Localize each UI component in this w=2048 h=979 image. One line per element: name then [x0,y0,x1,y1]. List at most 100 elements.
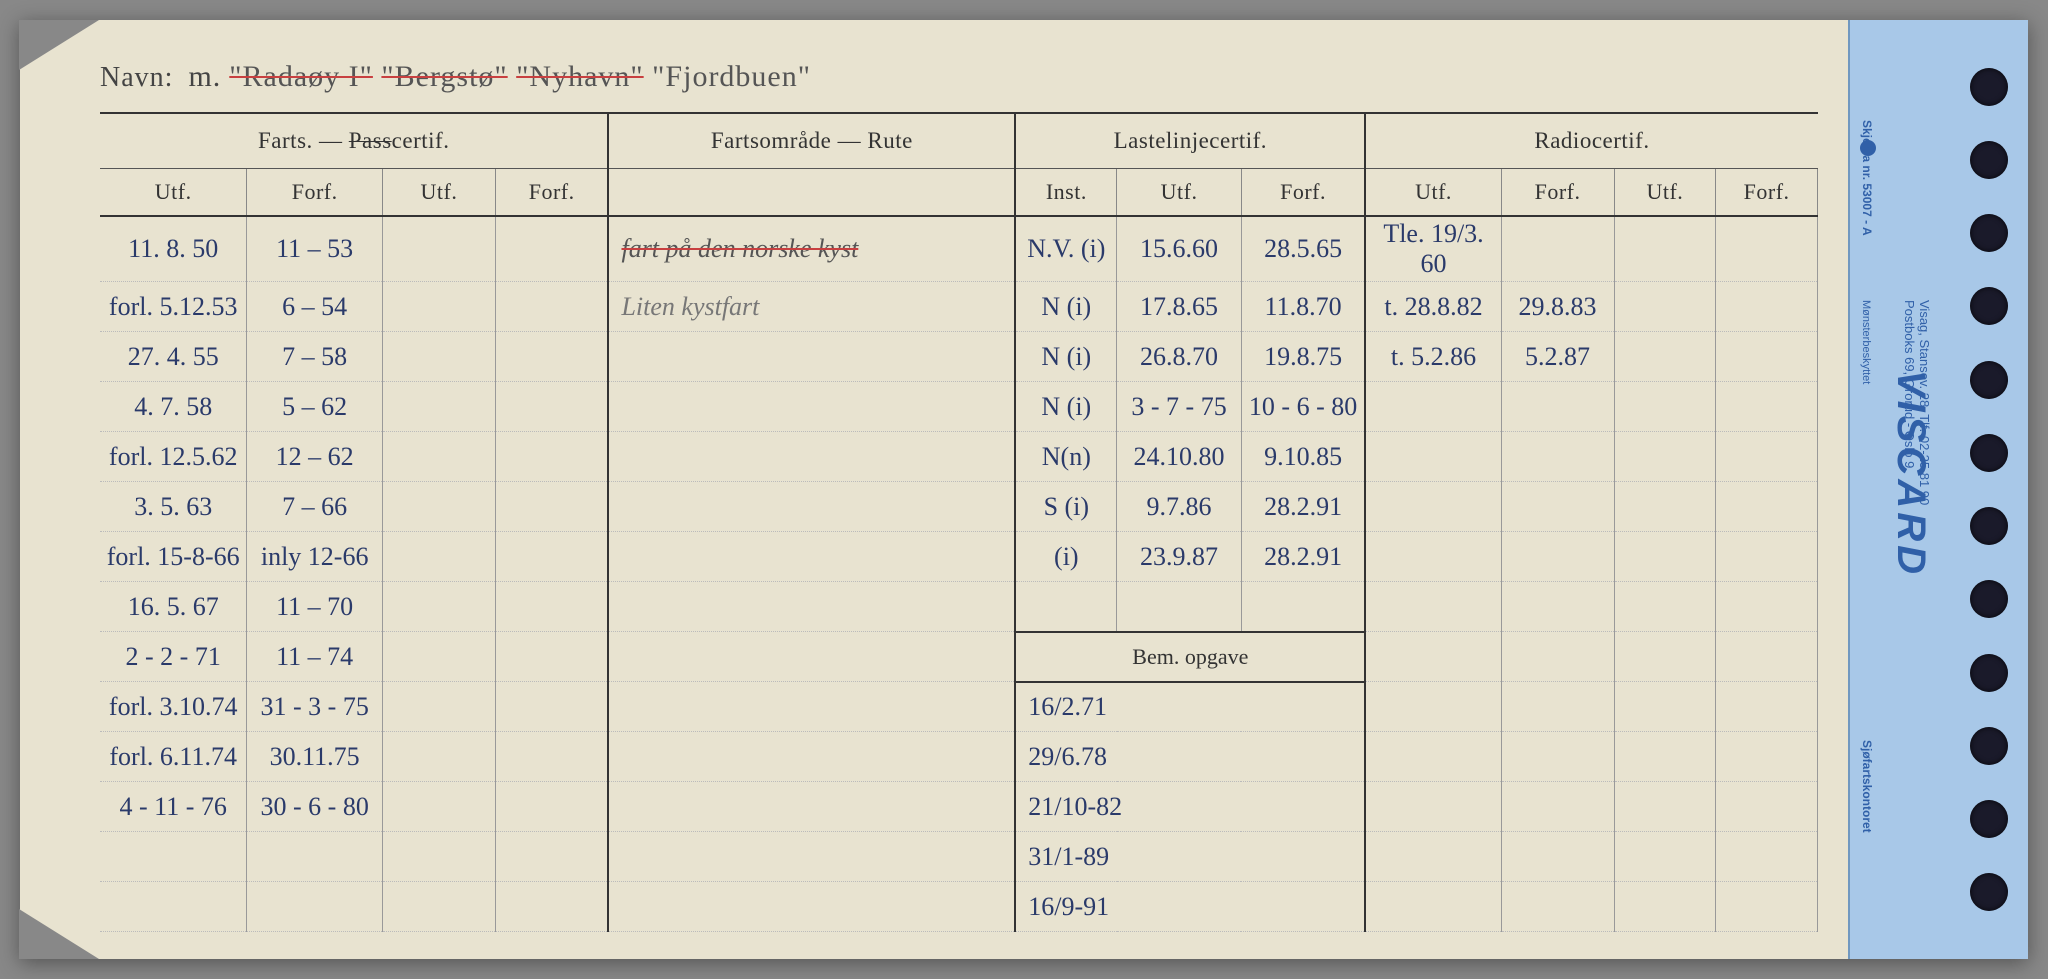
navn-struck-0: "Radaøy I" [229,60,373,94]
radio-utf [1365,732,1501,782]
col-inst: Inst. [1015,169,1117,217]
card-main: Navn: m. "Radaøy I" "Bergstø" "Nyhavn" "… [20,20,1848,959]
radio-utf2 [1614,732,1716,782]
table-body: 11. 8. 5011 – 53fart på den norske kystN… [100,216,1818,932]
farts-utf2 [382,832,495,882]
farts-utf2 [382,482,495,532]
farts-forf: 5 – 62 [247,382,383,432]
radio-forf2 [1716,532,1818,582]
radio-utf [1365,632,1501,682]
farts-forf: 31 - 3 - 75 [247,682,383,732]
radio-utf [1365,482,1501,532]
radio-forf2 [1716,382,1818,432]
col-forf-4: Forf. [1501,169,1614,217]
radio-forf2 [1716,282,1818,332]
name-row: Navn: m. "Radaøy I" "Bergstø" "Nyhavn" "… [100,60,1818,114]
radio-header: Radiocertif. [1365,114,1817,169]
farts-utf2 [382,216,495,282]
hole-icon [1970,434,2008,472]
radio-utf2 [1614,632,1716,682]
radio-forf2 [1716,216,1818,282]
radio-utf2 [1614,782,1716,832]
radio-forf [1501,216,1614,282]
farts-utf: 4. 7. 58 [100,382,247,432]
farts-forf2 [495,532,608,582]
laste-utf: 26.8.70 [1117,332,1241,382]
radio-forf [1501,532,1614,582]
radio-utf2 [1614,382,1716,432]
index-card: Navn: m. "Radaøy I" "Bergstø" "Nyhavn" "… [20,20,2028,959]
laste-forf: 11.8.70 [1241,282,1365,332]
bem-cell: 16/2.71 [1015,682,1365,732]
radio-forf [1501,832,1614,882]
farts-utf: 4 - 11 - 76 [100,782,247,832]
radio-utf [1365,582,1501,632]
rute-cell [608,832,1015,882]
sub-header-row: Utf. Forf. Utf. Forf. Inst. Utf. Forf. U… [100,169,1818,217]
farts-utf2 [382,282,495,332]
rute-cell [608,432,1015,482]
farts-forf: 30.11.75 [247,732,383,782]
laste-blank [1241,582,1365,632]
farts-utf2 [382,682,495,732]
hole-icon [1970,287,2008,325]
farts-forf2 [495,332,608,382]
radio-utf2 [1614,216,1716,282]
hole-icon [1970,214,2008,252]
farts-label: Farts. — [258,128,349,153]
rute-cell [608,682,1015,732]
radio-forf [1501,682,1614,732]
radio-forf [1501,582,1614,632]
rute-cell [608,532,1015,582]
farts-forf: 30 - 6 - 80 [247,782,383,832]
farts-forf2 [495,732,608,782]
radio-forf [1501,382,1614,432]
navn-struck-1: "Bergstø" [381,60,507,94]
radio-utf2 [1614,532,1716,582]
radio-utf2 [1614,832,1716,882]
radio-utf [1365,532,1501,582]
farts-utf2 [382,582,495,632]
bem-header: Bem. opgave [1015,632,1365,682]
farts-utf: 16. 5. 67 [100,582,247,632]
rute-cell [608,482,1015,532]
farts-utf: 3. 5. 63 [100,482,247,532]
col-forf-2: Forf. [495,169,608,217]
radio-forf2 [1716,782,1818,832]
farts-utf: forl. 15-8-66 [100,532,247,582]
farts-forf2 [495,216,608,282]
farts-forf [247,832,383,882]
farts-utf: forl. 12.5.62 [100,432,247,482]
navn-label: Navn: [100,62,173,94]
navn-prefix: m. [188,60,221,94]
bem-cell: 29/6.78 [1015,732,1365,782]
table-row: 4 - 11 - 7630 - 6 - 8021/10-82 [100,782,1818,832]
hole-icon [1970,580,2008,618]
col-utf-5: Utf. [1614,169,1716,217]
laste-inst: N.V. (i) [1015,216,1117,282]
radio-utf [1365,782,1501,832]
laste-utf: 23.9.87 [1117,532,1241,582]
hole-icon [1970,800,2008,838]
table-row: forl. 3.10.7431 - 3 - 7516/2.71 [100,682,1818,732]
sjofart-text: Sjøfartskontoret [1860,740,1874,833]
rute-cell [608,632,1015,682]
farts-utf [100,882,247,932]
radio-forf2 [1716,632,1818,682]
lastelinje-header: Lastelinjecertif. [1015,114,1365,169]
radio-utf [1365,682,1501,732]
certificate-table: Farts. — Passcertif. Fartsområde — Rute … [100,114,1818,932]
navn-struck-2: "Nyhavn" [516,60,643,94]
laste-forf: 19.8.75 [1241,332,1365,382]
laste-forf: 28.2.91 [1241,482,1365,532]
farts-forf: inly 12-66 [247,532,383,582]
farts-utf2 [382,382,495,432]
laste-utf: 15.6.60 [1117,216,1241,282]
radio-utf2 [1614,682,1716,732]
rute-cell: Liten kystfart [608,282,1015,332]
farts-forf2 [495,482,608,532]
rute-cell [608,582,1015,632]
farts-forf2 [495,682,608,732]
pass-struck: Pass [349,128,392,153]
table-row: 2 - 2 - 7111 – 74Bem. opgave [100,632,1818,682]
